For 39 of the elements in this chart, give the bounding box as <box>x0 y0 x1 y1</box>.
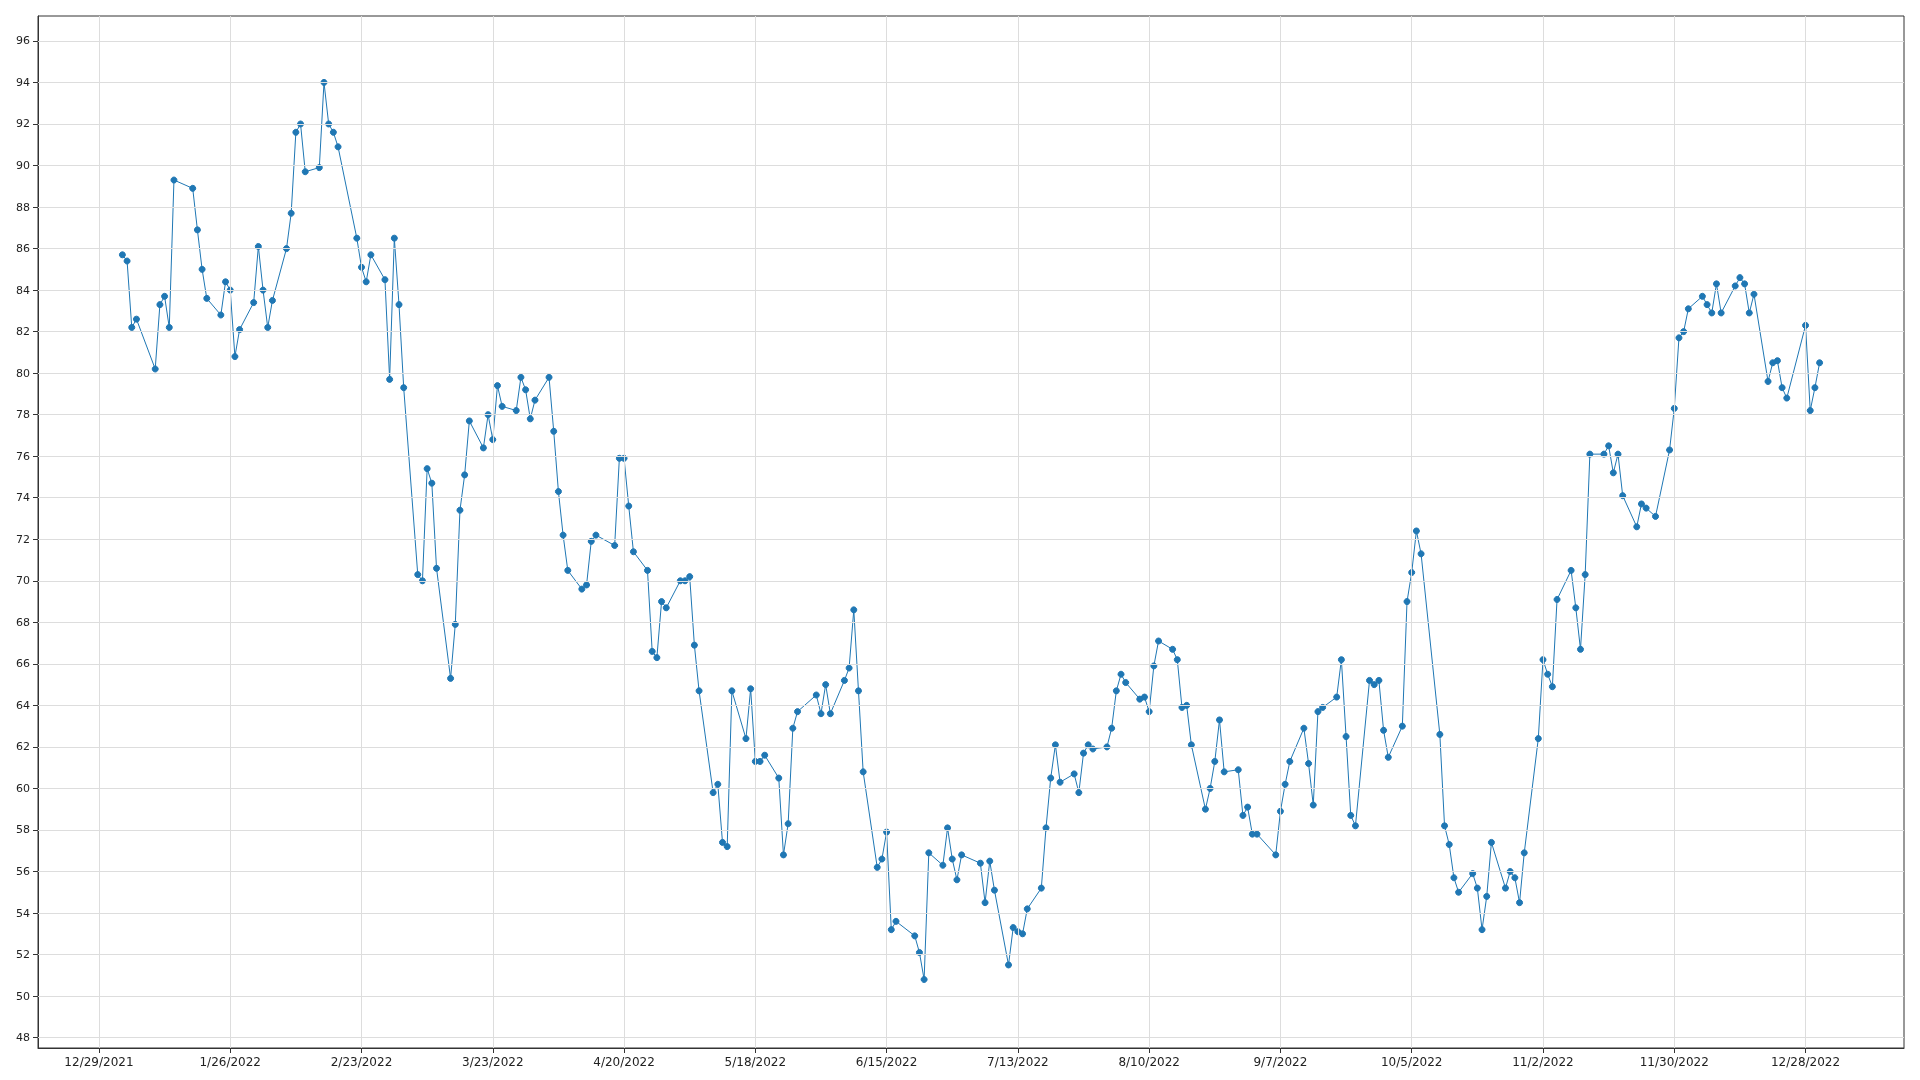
x-tick-label: 1/26/2022 <box>199 1055 261 1069</box>
y-tick-label: 56 <box>16 865 30 878</box>
x-tick-label: 2/23/2022 <box>330 1055 393 1069</box>
y-tick-label: 78 <box>16 408 30 422</box>
y-tick-label: 96 <box>16 34 30 48</box>
x-tick-label: 8/10/2022 <box>1118 1055 1180 1069</box>
x-tick-label: 11/30/2022 <box>1639 1055 1709 1069</box>
y-tick-label: 54 <box>16 906 30 920</box>
y-tick-label: 72 <box>16 532 30 546</box>
y-tick-label: 88 <box>16 200 30 214</box>
y-tick-label: 68 <box>16 615 30 629</box>
y-tick-label: 86 <box>16 242 30 256</box>
y-tick-label: 52 <box>16 948 30 962</box>
x-tick-label: 9/7/2022 <box>1253 1055 1308 1069</box>
y-tick-label: 92 <box>16 117 30 131</box>
x-tick-label: 11/2/2022 <box>1512 1055 1574 1069</box>
y-tick-label: 70 <box>16 574 30 588</box>
y-tick-label: 76 <box>16 449 30 463</box>
y-tick-label: 60 <box>16 781 30 795</box>
y-tick-label: 74 <box>16 491 30 505</box>
x-tick-label: 12/28/2022 <box>1770 1055 1841 1069</box>
y-tick-label: 84 <box>16 283 30 297</box>
x-tick-label: 7/13/2022 <box>987 1055 1049 1069</box>
y-tick-label: 90 <box>16 159 30 173</box>
x-tick-label: 3/23/2022 <box>462 1055 524 1069</box>
y-tick-label: 64 <box>16 698 30 712</box>
y-tick-label: 66 <box>16 657 30 671</box>
x-tick-label: 10/5/2022 <box>1380 1055 1443 1069</box>
x-tick-label: 5/18/2022 <box>724 1055 787 1069</box>
y-tick-label: 50 <box>16 989 30 1003</box>
x-tick-label: 4/20/2022 <box>593 1055 655 1069</box>
y-tick-label: 62 <box>16 740 30 754</box>
y-tick-label: 48 <box>16 1031 30 1045</box>
y-tick-label: 80 <box>16 366 30 380</box>
y-tick-label: 58 <box>16 823 30 837</box>
y-tick-label: 94 <box>16 75 30 89</box>
y-tick-label: 82 <box>16 325 30 339</box>
x-tick-label: 6/15/2022 <box>855 1055 918 1069</box>
x-tick-label: 12/29/2021 <box>64 1055 134 1069</box>
